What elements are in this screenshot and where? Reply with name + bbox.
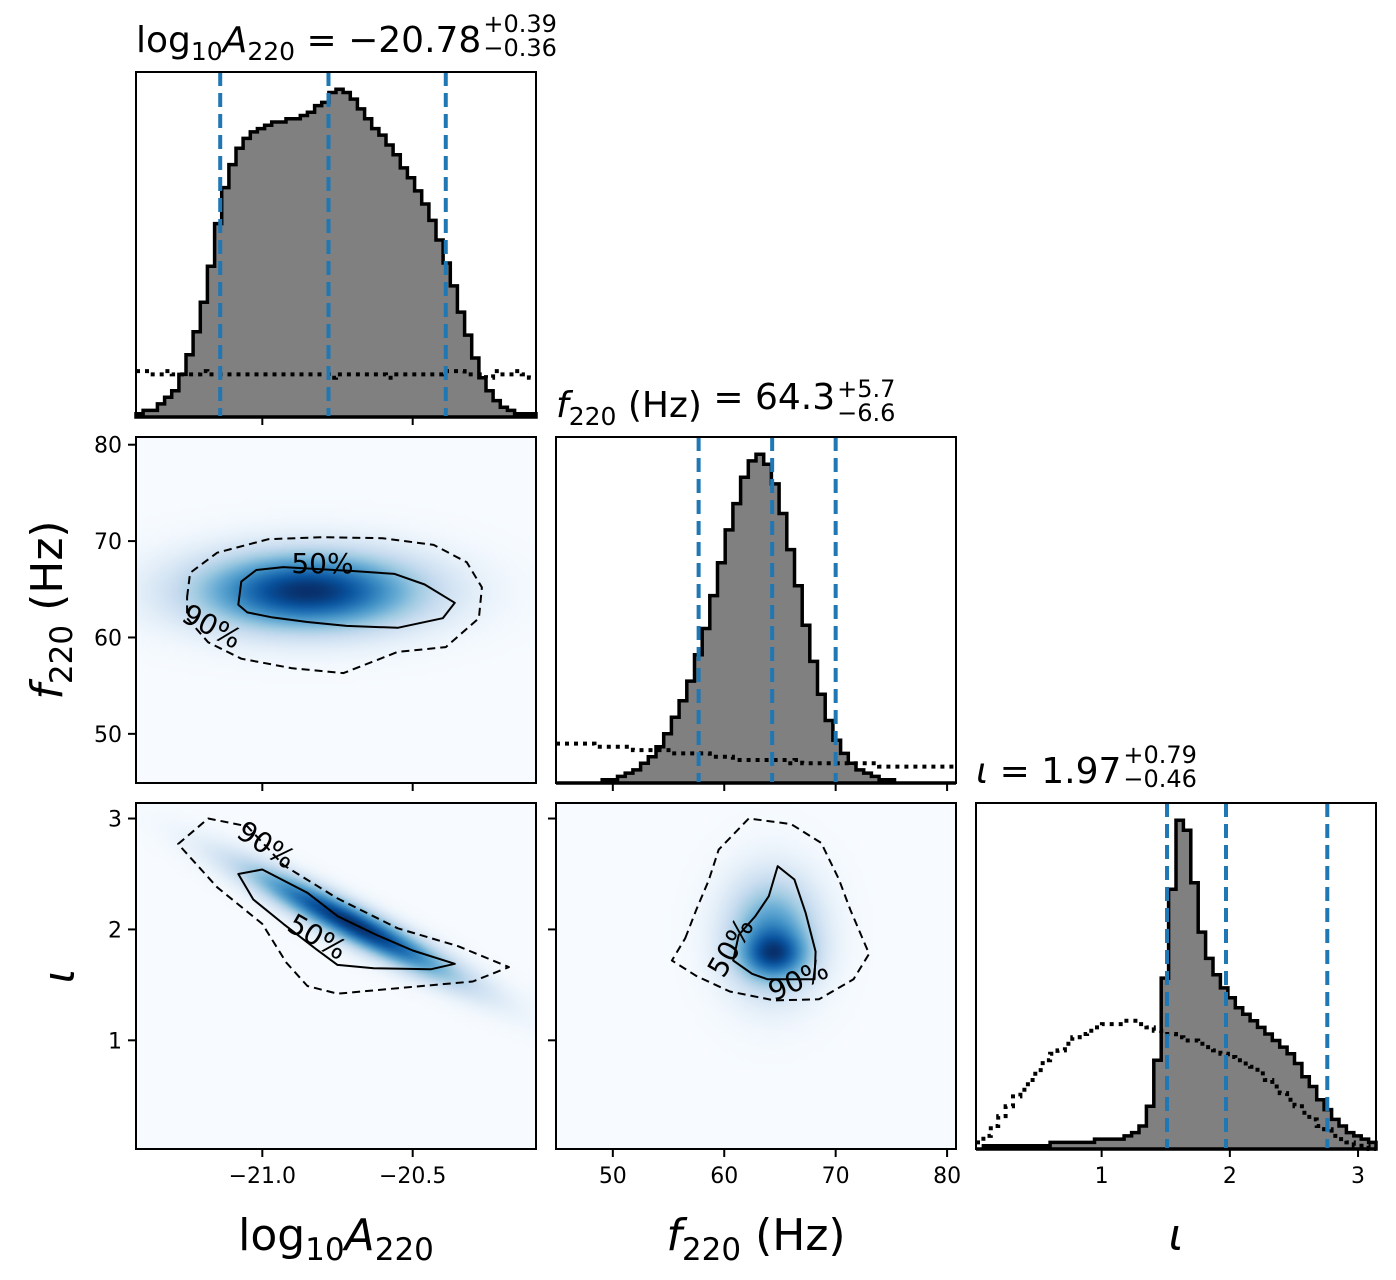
panel-logA-iota: 90%50% <box>135 802 537 1150</box>
x-tick-label: 80 <box>933 1164 961 1189</box>
panel-frame <box>975 802 1377 1150</box>
panel-frame <box>555 802 957 1150</box>
title-plus: +5.7 <box>837 375 895 403</box>
contour-90 <box>186 536 483 675</box>
contour-50 <box>237 566 456 629</box>
diag-panel-iota: +0.79−0.46 <box>975 741 1378 1151</box>
x-tick-label: 3 <box>1351 1164 1365 1189</box>
y-tick-label: 3 <box>108 808 122 833</box>
contour-90 <box>177 817 510 995</box>
x-tick-label: −21.0 <box>229 1164 296 1189</box>
x-tick-label: 1 <box>1095 1164 1109 1189</box>
contour-50 <box>732 865 817 981</box>
panel-title: ι = 1.97 <box>976 751 1121 792</box>
x-tick-label: 60 <box>710 1164 738 1189</box>
panel-title: f220 (Hz) = 64.3 <box>556 377 835 431</box>
x-tick-label: 2 <box>1223 1164 1237 1189</box>
contour-50 <box>237 868 456 971</box>
y-tick-label: 50 <box>94 723 122 748</box>
x-axis-label-logA: log10A220 <box>238 1210 434 1268</box>
x-tick-label: 50 <box>599 1164 627 1189</box>
x-tick-label: −20.5 <box>379 1164 446 1189</box>
title-minus: −0.36 <box>483 34 557 62</box>
density-heatmap <box>136 803 536 1149</box>
panel-title: log10A220 = −20.78 <box>136 20 481 66</box>
prior-histogram <box>556 741 956 769</box>
contour-90 <box>670 817 871 1002</box>
y-tick-label: 2 <box>108 918 122 943</box>
y-axis-label-f: f220 (Hz) <box>22 520 80 699</box>
panel-frame <box>135 802 537 1150</box>
x-axis-label-f: f220 (Hz) <box>666 1210 845 1268</box>
density-heatmap <box>136 437 536 783</box>
panel-frame <box>135 436 537 784</box>
x-axis-label-iota: ι <box>1169 1210 1184 1261</box>
y-tick-label: 70 <box>94 530 122 555</box>
y-tick-label: 60 <box>94 626 122 651</box>
y-axis-label-iota: ι <box>34 969 85 984</box>
posterior-histogram <box>134 87 538 419</box>
panel-f-iota: 50% 90% <box>555 802 957 1150</box>
prior-histogram <box>976 1018 1376 1151</box>
panel-frame <box>555 436 957 784</box>
title-plus: +0.79 <box>1123 741 1197 769</box>
panel-frame <box>135 71 537 418</box>
x-tick-label: 70 <box>822 1164 850 1189</box>
title-minus: −6.6 <box>837 399 895 427</box>
prior-histogram <box>136 369 536 380</box>
posterior-histogram <box>556 452 956 785</box>
title-plus: +0.39 <box>483 10 557 38</box>
y-tick-label: 80 <box>94 434 122 459</box>
diag-panel-logA: +0.39−0.36 <box>134 10 557 419</box>
posterior-histogram <box>976 818 1378 1151</box>
title-minus: −0.46 <box>1123 765 1197 793</box>
panel-logA-f: 50%90% <box>135 436 537 784</box>
contour-label: 50% <box>291 547 353 580</box>
diag-panel-f: +5.7−6.6 <box>555 375 957 785</box>
y-tick-label: 1 <box>108 1029 122 1054</box>
